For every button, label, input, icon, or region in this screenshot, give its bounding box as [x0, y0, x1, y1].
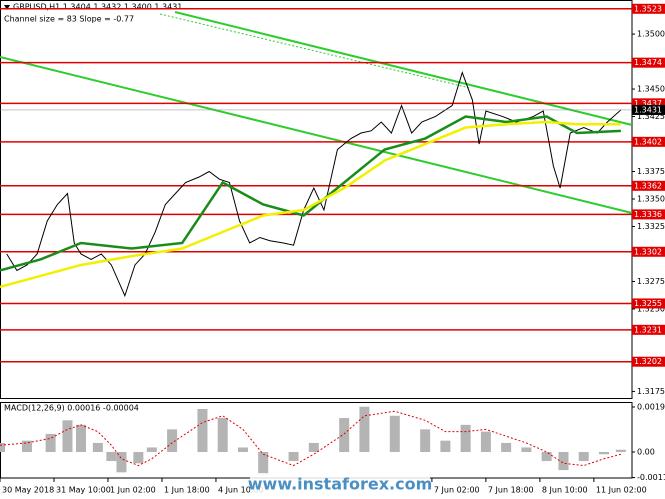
- y-tick-label: 0.00199: [637, 402, 665, 411]
- macd-bar: [197, 409, 208, 452]
- level-label: 1.3202: [634, 357, 662, 366]
- macd-bar: [106, 451, 117, 462]
- macd-bar: [116, 451, 127, 473]
- symbol-info: GBPUSD,H1 1.3404 1.3432 1.3400 1.3431: [13, 3, 182, 12]
- x-tick-label: 30 May 2018: [2, 486, 54, 495]
- y-tick-label: 1.3500: [637, 30, 665, 39]
- channel-line: [0, 56, 633, 214]
- x-tick-label: 11 Jun 02:00: [596, 486, 647, 495]
- y-tick-label: 1.3250: [637, 304, 665, 313]
- level-label: 1.3437: [634, 99, 662, 108]
- y-tick-label: 0.00: [637, 447, 655, 456]
- macd-bar: [521, 447, 532, 452]
- level-label: 1.3402: [634, 137, 662, 146]
- macd-bar: [339, 418, 350, 452]
- level-label: 1.3231: [634, 325, 662, 334]
- macd-bar: [146, 447, 157, 452]
- level-label-box: [632, 98, 665, 109]
- level-label-box: [632, 324, 665, 335]
- y-tick-label: 1.3425: [637, 112, 665, 121]
- macd-bar: [460, 424, 471, 452]
- x-tick-label: 1 Jun 18:00: [164, 486, 210, 495]
- level-label-box: [632, 356, 665, 367]
- macd-bar: [420, 429, 431, 452]
- channel-info: Channel size = 83 Slope = -0.77: [4, 15, 134, 24]
- macd-bar: [389, 415, 400, 452]
- macd-bar: [237, 447, 248, 452]
- y-tick-label: 1.3350: [637, 195, 665, 204]
- macd-bar: [308, 442, 319, 452]
- level-label-box: [632, 209, 665, 220]
- y-tick-label: -0.00113: [637, 473, 665, 482]
- macd-bar: [359, 406, 370, 452]
- plot-layer: 1.3500 1.3450 1.3425 1.3375 1.3350 1.3325 1.32…: [0, 3, 665, 495]
- macd-bar: [578, 451, 589, 462]
- price-line: [6, 70, 622, 298]
- y-tick-label: 1.3175: [637, 387, 665, 396]
- y-tick-label: 1.3275: [637, 277, 665, 286]
- macd-title: MACD(12,26,9) 0.00016 -0.00004: [4, 404, 139, 413]
- current-price-label: 1.3431: [634, 105, 662, 114]
- macd-bar: [541, 451, 552, 462]
- macd-bar: [62, 420, 73, 452]
- macd-bar: [258, 451, 269, 475]
- channel-line: [174, 11, 633, 126]
- macd-bar: [75, 424, 86, 452]
- macd-bar: [501, 442, 512, 452]
- macd-bar: [598, 451, 609, 455]
- x-tick-label: 4 Jun 10:00: [218, 486, 264, 495]
- macd-bar: [45, 433, 56, 452]
- macd-bar: [558, 451, 569, 471]
- macd-bar: [92, 442, 103, 452]
- watermark-backdrop: [250, 473, 430, 495]
- level-label-box: [632, 57, 665, 68]
- collapse-icon: [4, 5, 10, 10]
- level-label: 1.3362: [634, 181, 662, 190]
- macd-bar: [615, 449, 626, 452]
- macd-bar: [0, 442, 5, 452]
- price-line: [0, 120, 621, 289]
- y-tick-label: 1.3450: [637, 85, 665, 94]
- level-label-box: [632, 298, 665, 309]
- macd-bar: [217, 418, 228, 452]
- level-label: 1.3255: [634, 299, 662, 308]
- level-label-box: [632, 136, 665, 147]
- level-label: 1.3302: [634, 247, 662, 256]
- level-label-box: [632, 180, 665, 191]
- x-tick-label: 8 Jun 10:00: [542, 486, 588, 495]
- macd-bar: [21, 440, 32, 452]
- signal-line: [0, 410, 621, 467]
- level-label: 1.3523: [634, 4, 662, 13]
- channel-mid-line: [159, 13, 471, 89]
- macd-bar: [288, 451, 299, 462]
- macd-bar: [167, 429, 178, 452]
- y-tick-label: 1.3375: [637, 167, 665, 176]
- x-tick-label: 7 Jun 18:00: [488, 486, 534, 495]
- x-tick-label: 7 Jun 02:00: [434, 486, 480, 495]
- macd-bar: [133, 451, 144, 464]
- level-label-box: [632, 3, 665, 14]
- y-tick-label: 1.3325: [637, 222, 665, 231]
- level-label: 1.3474: [634, 58, 662, 67]
- macd-bar: [440, 440, 451, 452]
- level-label-box: [632, 246, 665, 257]
- x-tick-label: 1 Jun 02:00: [110, 486, 156, 495]
- x-tick-label: 31 May 10:00: [56, 486, 111, 495]
- level-label: 1.3336: [634, 210, 662, 219]
- macd-bar: [480, 431, 491, 452]
- watermark: www.instaforex.com: [248, 475, 432, 494]
- current-price-box: [632, 104, 665, 115]
